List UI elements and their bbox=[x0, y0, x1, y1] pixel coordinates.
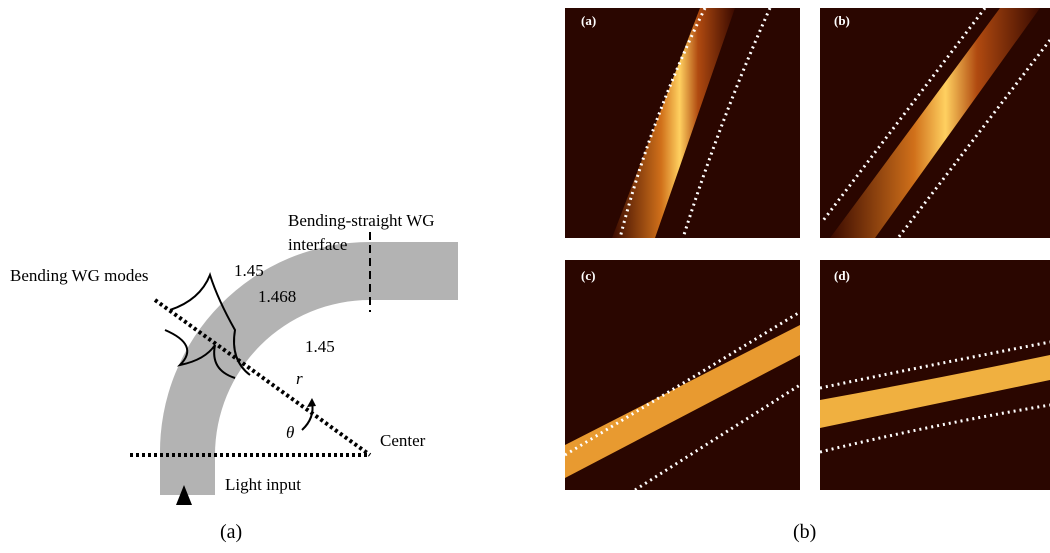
label: Bending-straight WG bbox=[288, 211, 435, 230]
image-panel bbox=[820, 260, 1050, 490]
label: 1.468 bbox=[258, 287, 296, 306]
panel-label: (c) bbox=[581, 268, 595, 283]
caption: (a) bbox=[220, 521, 242, 543]
label: 1.45 bbox=[234, 261, 264, 280]
waveguide bbox=[160, 242, 458, 495]
image-panel bbox=[820, 8, 1050, 238]
panel-label: (b) bbox=[834, 13, 850, 28]
image-panel bbox=[565, 260, 800, 490]
image-panel bbox=[565, 8, 800, 238]
panel-label: (a) bbox=[581, 13, 596, 28]
angle-arrow bbox=[307, 398, 316, 407]
label: r bbox=[296, 369, 303, 388]
label: interface bbox=[288, 235, 347, 254]
figure: Bending-straight WG interface Bending WG… bbox=[0, 0, 1050, 553]
caption: (b) bbox=[793, 521, 816, 543]
label: Center bbox=[380, 431, 426, 450]
waveguide-diagram: Bending-straight WG interface Bending WG… bbox=[10, 211, 458, 543]
label: 1.45 bbox=[305, 337, 335, 356]
label: Light input bbox=[225, 475, 301, 494]
label: Bending WG modes bbox=[10, 266, 149, 285]
panel-label: (d) bbox=[834, 268, 850, 283]
label: θ bbox=[286, 423, 294, 442]
